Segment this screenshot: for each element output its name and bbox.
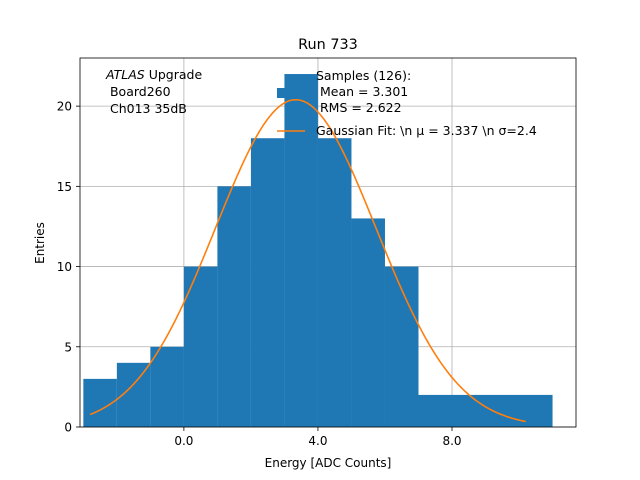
x-tick-label-0: 0.0: [174, 434, 193, 448]
annotation-line-3: Ch013 35dB: [106, 101, 187, 116]
legend-patch-samples: [277, 88, 305, 98]
legend: Samples (126): Mean = 3.301 RMS = 2.622 …: [277, 68, 537, 138]
annotation-line-1: ATLAS Upgrade: [105, 67, 202, 82]
y-tick-label-4: 20: [57, 100, 72, 114]
atlas-word: ATLAS: [105, 67, 145, 82]
histogram-bar-6: [284, 74, 318, 427]
histogram-bar-4: [217, 186, 251, 427]
histogram-bars: [83, 74, 553, 427]
x-axis-label: Energy [ADC Counts]: [265, 456, 392, 470]
annotation-line-2: Board260: [106, 84, 171, 99]
x-tick-label-1: 4.0: [308, 434, 327, 448]
histogram-bar-8: [351, 218, 385, 427]
fit-curve: [89, 98, 526, 423]
histogram-bar-9: [384, 266, 419, 427]
y-tick-label-2: 10: [57, 260, 72, 274]
legend-samples-line-2: Mean = 3.301: [316, 84, 408, 99]
y-axis-label: Entries: [33, 222, 47, 264]
legend-samples-line-3: RMS = 2.622: [316, 100, 402, 115]
histogram-bar-2: [150, 346, 184, 427]
axis-ticks: 0.0 4.0 8.0 0 5 10 15 20: [57, 100, 462, 448]
histogram-bar-3: [183, 266, 218, 427]
gaussian-fit: [89, 98, 526, 423]
x-tick-label-2: 8.0: [442, 434, 461, 448]
plot-frame: [79, 57, 577, 428]
legend-fit-label: Gaussian Fit: \n μ = 3.337 \n σ=2.4: [316, 123, 537, 138]
histogram-bar-5: [250, 138, 285, 427]
histogram-bar-7: [317, 138, 352, 427]
histogram-bar-10: [418, 394, 553, 427]
legend-samples-line-1: Samples (126):: [316, 68, 411, 83]
y-tick-label-3: 15: [57, 180, 72, 194]
y-tick-label-1: 5: [64, 340, 72, 354]
upgrade-word: Upgrade: [145, 67, 203, 82]
y-tick-label-0: 0: [64, 421, 72, 435]
atlas-annotation: ATLAS Upgrade Board260 Ch013 35dB: [105, 67, 202, 116]
chart-title: Run 733: [298, 37, 358, 53]
